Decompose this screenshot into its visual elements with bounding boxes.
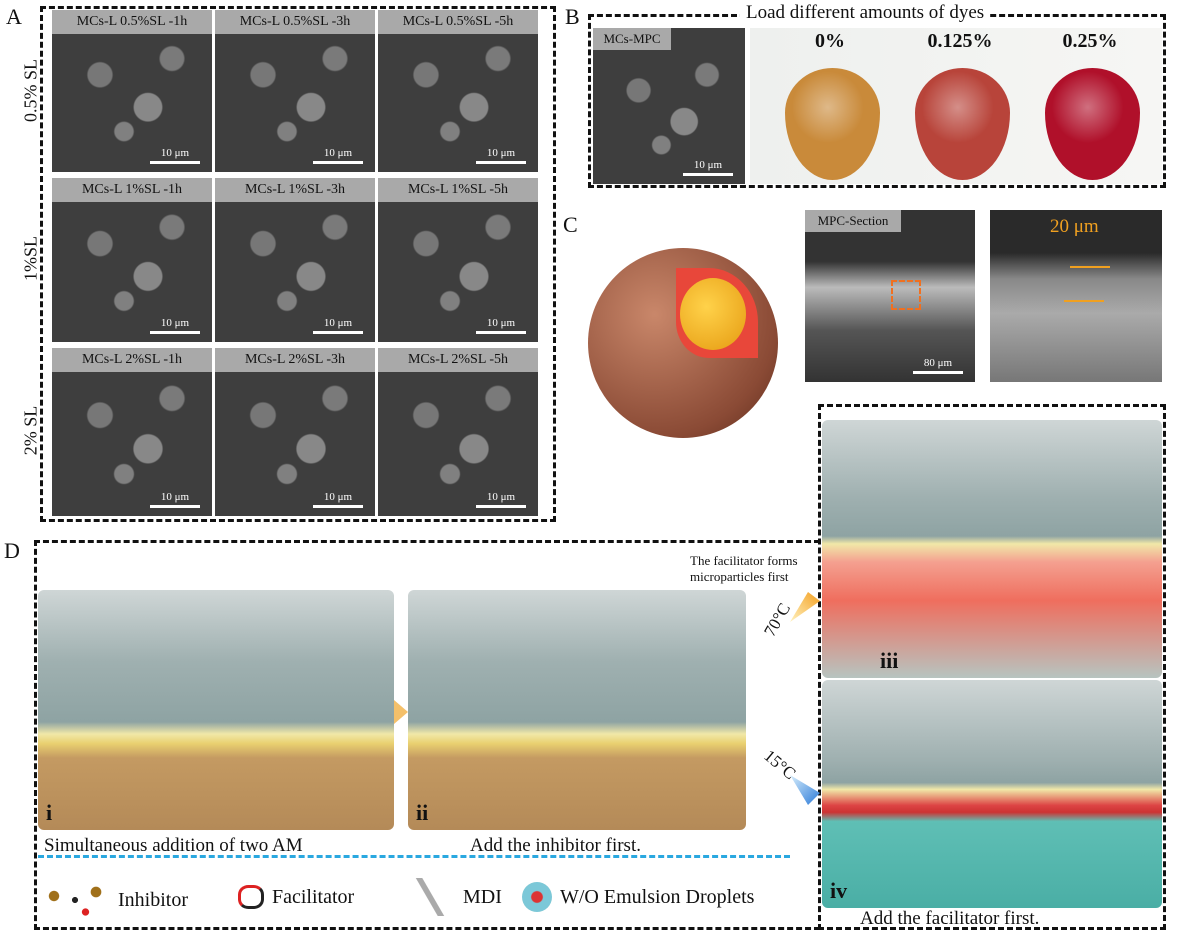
scale-bar: 10 μm <box>150 317 200 334</box>
scene-numeral: iii <box>880 648 899 673</box>
thickness-label: 20 μm <box>1050 216 1099 237</box>
sem-image: MCs-L 0.5%SL -1h 10 μm <box>52 10 212 172</box>
scale-bar: 10 μm <box>150 147 200 164</box>
scale-bar-label: 10 μm <box>486 317 516 329</box>
scene-i: i <box>38 590 394 830</box>
sem-caption: MCs-L 1%SL -3h <box>215 178 375 202</box>
scale-bar: 10 μm <box>476 147 526 164</box>
row-label: 0.5% SL <box>20 59 41 122</box>
sem-caption: MCs-L 0.5%SL -1h <box>52 10 212 34</box>
panel-c-label: C <box>563 212 578 237</box>
row-label: 2% SL <box>20 405 41 456</box>
sem-caption: MCs-L 1%SL -1h <box>52 178 212 202</box>
section-label: MPC-Section <box>805 210 901 232</box>
panel-d-frame-right <box>818 404 1166 930</box>
scale-bar-label: 10 μm <box>693 159 723 171</box>
sem-image: MCs-L 1%SL -3h 10 μm <box>215 178 375 342</box>
annotation-line2: microparticles first <box>690 569 789 584</box>
legend-divider <box>38 855 790 858</box>
legend-label: Facilitator <box>272 885 355 908</box>
scale-bar-label: 10 μm <box>160 491 190 503</box>
dye-droplet <box>785 68 880 180</box>
dye-concentration-label: 0% <box>815 30 845 52</box>
scene-i-caption: Simultaneous addition of two AM <box>44 835 303 856</box>
panel-d-label: D <box>4 538 20 563</box>
scale-bar-label: 10 μm <box>160 317 190 329</box>
panel-a-frame <box>40 6 556 522</box>
sem-label: MCs-MPC <box>593 28 671 50</box>
section-zoom-sem: 20 μm <box>990 210 1162 382</box>
arrow-right-icon <box>394 700 408 724</box>
scale-bar: 10 μm <box>313 317 363 334</box>
sem-image: MCs-L 0.5%SL -5h 10 μm <box>378 10 538 172</box>
scale-bar-label: 10 μm <box>486 147 516 159</box>
panel-d-frame-left <box>34 540 820 930</box>
facilitator-molecule-icon <box>238 885 264 909</box>
sem-image: MCs-L 1%SL -5h 10 μm <box>378 178 538 342</box>
dye-droplet <box>1045 68 1140 180</box>
legend-emulsion: W/O Emulsion Droplets <box>522 882 754 912</box>
zoom-region <box>891 280 921 310</box>
sem-caption: MCs-L 1%SL -5h <box>378 178 538 202</box>
legend-inhibitor: Inhibitor <box>40 880 188 920</box>
sem-image: MCs-L 2%SL -1h 10 μm <box>52 348 212 516</box>
sem-image: MCs-L 2%SL -5h 10 μm <box>378 348 538 516</box>
facilitator-annotation: The facilitator forms microparticles fir… <box>688 553 800 585</box>
scene-numeral: i <box>46 800 53 825</box>
thickness-top-line <box>1070 266 1110 268</box>
panel-b-label: B <box>565 4 580 29</box>
sem-image: MCs-L 2%SL -3h 10 μm <box>215 348 375 516</box>
scene-iii: iii <box>822 420 1162 678</box>
scale-bar-label: 10 μm <box>323 147 353 159</box>
scale-bar: 10 μm <box>313 491 363 508</box>
sem-caption: MCs-L 0.5%SL -5h <box>378 10 538 34</box>
scene-iv-caption: Add the facilitator first. <box>860 908 1040 929</box>
legend-label: Inhibitor <box>118 888 188 911</box>
sem-caption: MCs-L 2%SL -3h <box>215 348 375 372</box>
sem-image: MCs-L 1%SL -1h 10 μm <box>52 178 212 342</box>
scale-bar-label: 10 μm <box>323 491 353 503</box>
thickness-bottom-line <box>1064 300 1104 302</box>
sem-caption: MCs-L 2%SL -5h <box>378 348 538 372</box>
scale-bar-label: 80 μm <box>923 357 953 369</box>
scale-bar: 10 μm <box>150 491 200 508</box>
sem-image: MCs-L 0.5%SL -3h 10 μm <box>215 10 375 172</box>
scale-bar: 10 μm <box>476 317 526 334</box>
scene-ii-caption: Add the inhibitor first. <box>470 835 641 856</box>
dye-droplet <box>915 68 1010 180</box>
scene-ii: ii <box>408 590 746 830</box>
panel-b-title: Load different amounts of dyes <box>740 2 991 24</box>
sem-caption: MCs-L 2%SL -1h <box>52 348 212 372</box>
scene-numeral: iv <box>830 878 848 903</box>
scale-bar-label: 10 μm <box>486 491 516 503</box>
scene-iv: iv <box>822 680 1162 908</box>
legend-facilitator: Facilitator <box>238 885 354 909</box>
scene-numeral: ii <box>416 800 429 825</box>
emulsion-droplet-icon <box>522 882 552 912</box>
mpc-section-sem: MPC-Section 80 μm <box>805 210 975 382</box>
row-label: 1%SL <box>20 236 41 281</box>
scale-bar: 10 μm <box>476 491 526 508</box>
scale-bar-label: 10 μm <box>160 147 190 159</box>
core <box>680 278 746 350</box>
legend-mdi: MDI <box>405 878 502 916</box>
annotation-line1: The facilitator forms <box>690 553 798 568</box>
scale-bar: 10 μm <box>313 147 363 164</box>
legend-label: MDI <box>463 885 502 908</box>
mcs-mpc-sem: MCs-MPC 10 μm <box>593 28 745 184</box>
dye-concentration-label: 0.125% <box>927 30 993 52</box>
sem-caption: MCs-L 0.5%SL -3h <box>215 10 375 34</box>
inhibitor-molecule-icon <box>40 880 110 920</box>
dye-concentration-label: 0.25% <box>1062 30 1118 52</box>
panel-a-label: A <box>6 4 22 29</box>
scale-bar-label: 10 μm <box>323 317 353 329</box>
microcapsule-sphere <box>588 248 778 438</box>
legend-label: W/O Emulsion Droplets <box>560 885 755 908</box>
mdi-molecule-icon <box>405 878 455 916</box>
